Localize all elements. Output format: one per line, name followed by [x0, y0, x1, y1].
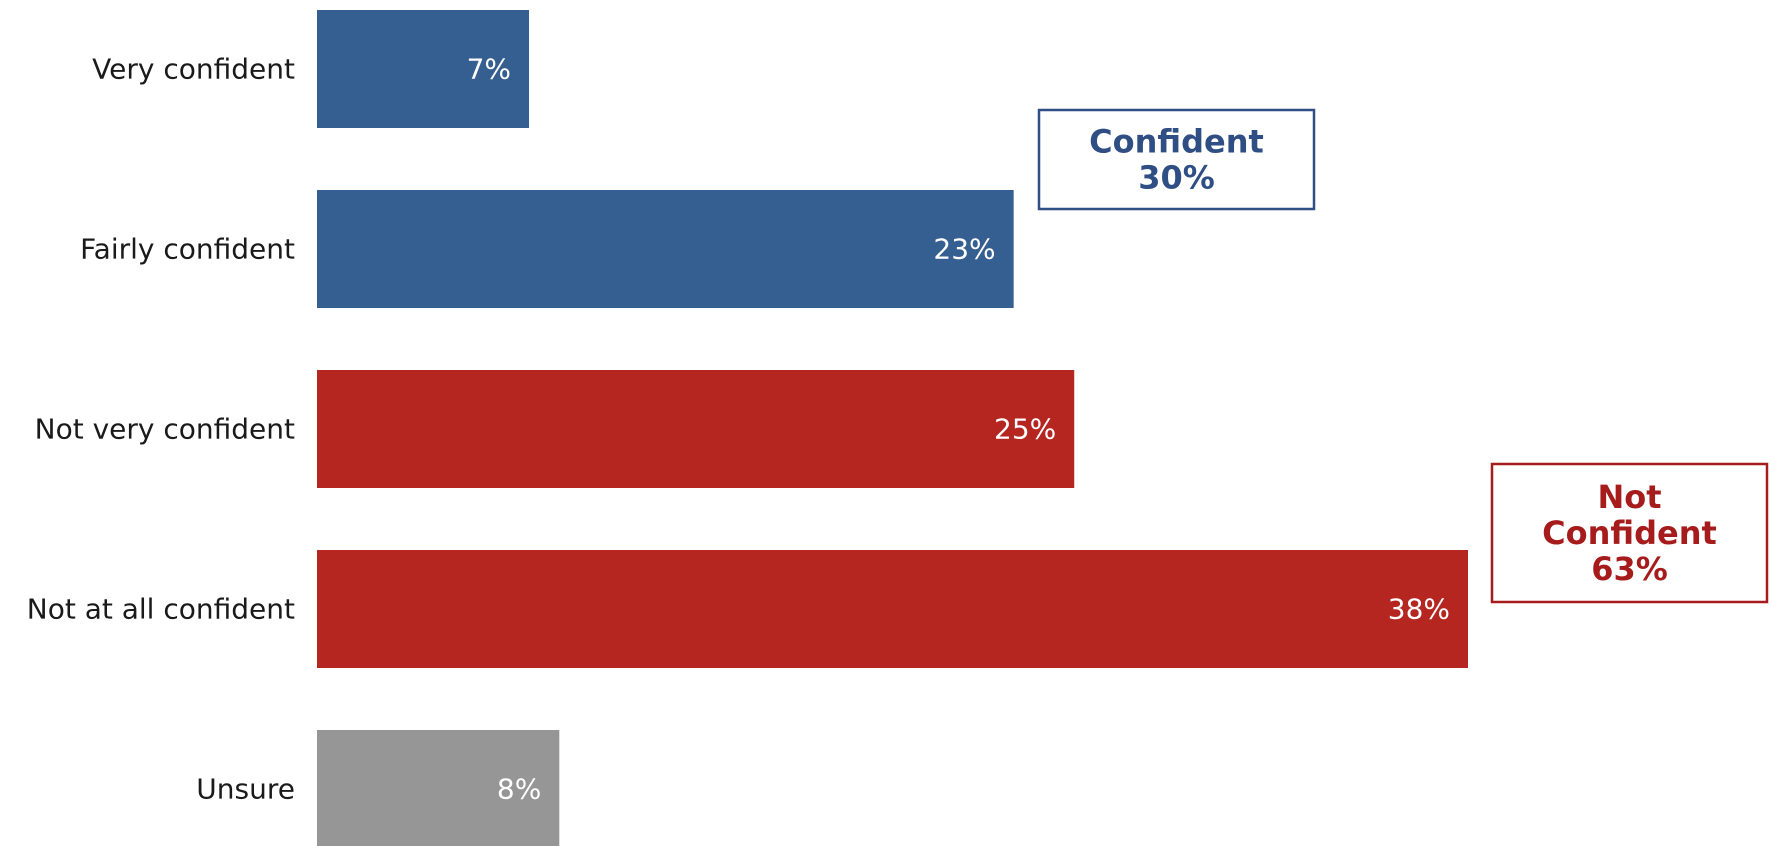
bar — [317, 370, 1075, 488]
callout-text: Confident — [1542, 514, 1717, 552]
callout-text: 63% — [1591, 550, 1668, 588]
callout-text: 30% — [1138, 159, 1215, 197]
bar-value-label: 25% — [994, 413, 1056, 446]
bar — [317, 190, 1014, 308]
category-label: Not at all confident — [27, 593, 295, 626]
category-label: Fairly confident — [80, 233, 295, 266]
callout-text: Confident — [1089, 123, 1264, 161]
callout-text: Not — [1597, 478, 1661, 516]
category-label: Very confident — [92, 53, 295, 86]
bar — [317, 10, 530, 128]
bar — [317, 550, 1468, 668]
callout-box — [1490, 462, 1769, 604]
bar-value-label: 7% — [467, 53, 511, 86]
bar-value-label: 38% — [1388, 593, 1450, 626]
bar-value-label: 23% — [933, 233, 995, 266]
bar-value-label: 8% — [497, 773, 541, 806]
bar — [317, 730, 560, 846]
category-label: Unsure — [196, 773, 295, 806]
category-label: Not very confident — [35, 413, 295, 446]
callout-box — [1037, 108, 1316, 211]
